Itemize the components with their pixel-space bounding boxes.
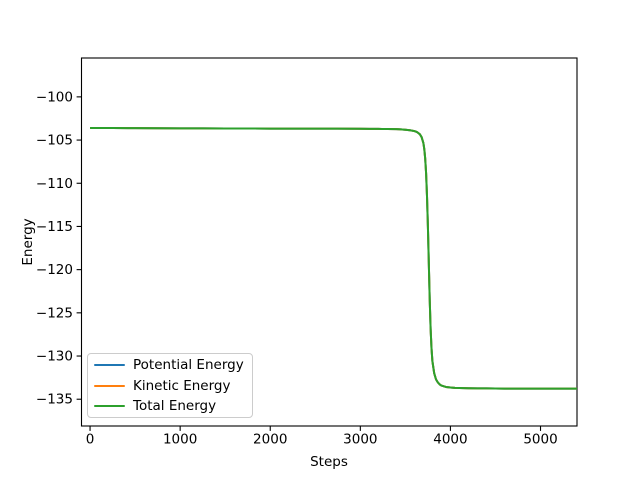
y-tick-label: −100 xyxy=(36,89,73,105)
y-tick-label: −105 xyxy=(36,133,73,149)
series-line-total-energy xyxy=(90,126,577,390)
y-tick-label: −115 xyxy=(36,219,73,235)
potential-energy-line-sample xyxy=(94,364,125,367)
x-tick-label: 1000 xyxy=(163,432,197,448)
x-tick-label: 5000 xyxy=(523,432,557,448)
x-tick-label: 3000 xyxy=(343,432,377,448)
x-tick-label: 2000 xyxy=(253,432,287,448)
legend: Potential Energy Kinetic Energy Total En… xyxy=(87,353,253,418)
x-tick-label: 0 xyxy=(86,432,95,448)
series-line-kinetic-energy xyxy=(90,126,577,390)
y-tick-label: −120 xyxy=(36,262,73,278)
legend-label-kinetic-energy: Kinetic Energy xyxy=(133,377,231,394)
x-tick-label: 4000 xyxy=(433,432,467,448)
y-tick-label: −135 xyxy=(36,392,73,408)
series-line-potential-energy xyxy=(90,126,577,390)
y-tick-label: −110 xyxy=(36,176,73,192)
legend-entry-potential-energy: Potential Energy xyxy=(94,355,246,375)
x-axis-label: Steps xyxy=(310,454,348,470)
total-energy-line-sample xyxy=(94,404,125,407)
legend-entry-kinetic-energy: Kinetic Energy xyxy=(94,376,246,396)
axes-frame xyxy=(80,57,578,427)
y-axis-label: Energy xyxy=(20,218,36,266)
legend-label-total-energy: Total Energy xyxy=(133,397,217,414)
y-tick-label: −130 xyxy=(36,349,73,365)
y-tick-label: −125 xyxy=(36,305,73,321)
legend-label-potential-energy: Potential Energy xyxy=(133,357,244,374)
legend-entry-total-energy: Total Energy xyxy=(94,396,246,416)
kinetic-energy-line-sample xyxy=(94,384,125,387)
